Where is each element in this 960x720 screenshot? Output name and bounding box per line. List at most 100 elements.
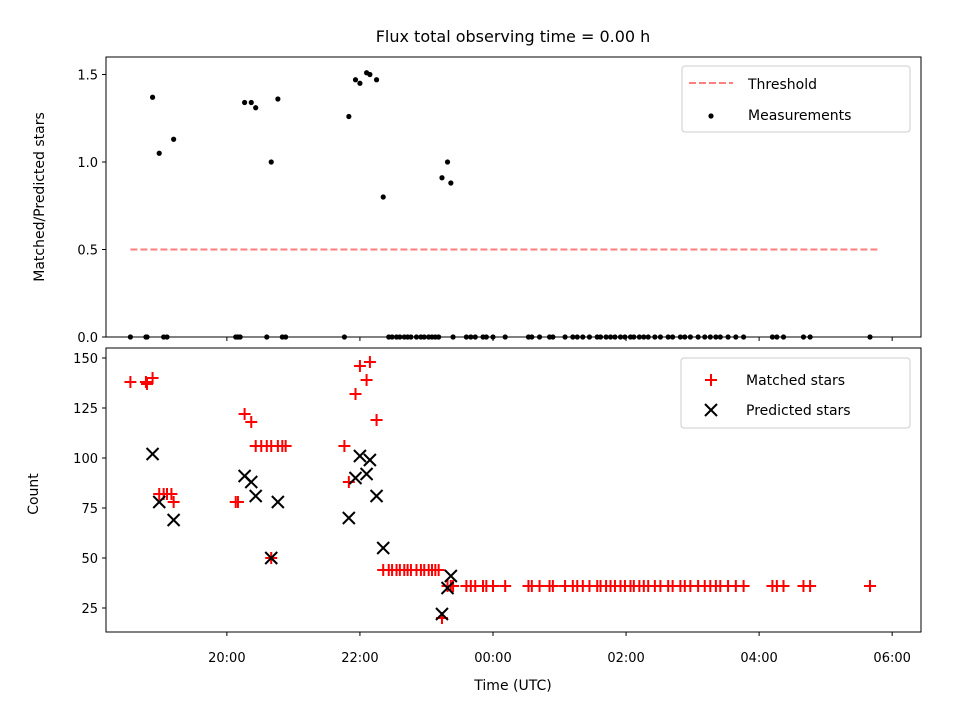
ratio-y-tick-label: 0.0 xyxy=(77,331,98,346)
count-legend: Matched stars Predicted stars xyxy=(680,357,911,429)
measurement-point xyxy=(149,94,156,100)
matched-point xyxy=(360,374,373,386)
matched-point xyxy=(432,564,445,576)
matched-point xyxy=(777,580,790,592)
legend-predicted-swatch xyxy=(704,403,718,417)
legend-matched-swatch xyxy=(705,374,717,386)
count-y-tick-label: 50 xyxy=(81,552,98,567)
measurement-point xyxy=(346,113,352,120)
predicted-point xyxy=(363,453,377,467)
legend-measurement-label: Measurements xyxy=(748,108,851,124)
ratio-frame xyxy=(105,56,922,338)
ratio-marks xyxy=(127,70,879,340)
ratio-y-ticks: 0.0 0.5 1.0 1.5 xyxy=(77,69,106,346)
matched-point xyxy=(124,376,137,388)
measurement-point xyxy=(380,194,386,200)
matched-point xyxy=(231,496,244,508)
measurement-point xyxy=(357,80,363,86)
ratio-legend-box xyxy=(681,65,911,133)
ratio-y-tick-label: 0.5 xyxy=(77,244,98,259)
count-frame xyxy=(105,347,922,633)
count-y-tick-label: 25 xyxy=(81,602,98,617)
count-y-tick-label: 125 xyxy=(73,402,98,417)
count-panel: 25 50 75 100 125 150 20:00 22:00 00:00 02:00 04:0… xyxy=(26,347,922,694)
count-marks xyxy=(124,356,876,624)
measurement-point xyxy=(156,150,162,156)
ratio-y-tick-label: 1.5 xyxy=(77,69,98,84)
ratio-x-ticks xyxy=(226,337,893,341)
matched-point xyxy=(804,580,817,592)
count-y-tick-label: 75 xyxy=(81,502,98,517)
measurement-point xyxy=(248,99,254,106)
matched-point xyxy=(141,378,154,390)
chart-title: Flux total observing time = 0.00 h xyxy=(376,27,651,46)
predicted-point xyxy=(353,449,367,463)
measurement-point xyxy=(444,159,451,165)
ratio-y-axis-label: Matched/Predicted stars xyxy=(32,112,48,282)
x-tick-label: 20:00 xyxy=(208,651,245,666)
matched-point xyxy=(499,580,512,592)
predicted-point xyxy=(376,541,390,555)
ratio-y-tick-label: 1.0 xyxy=(77,156,98,171)
matched-point xyxy=(245,416,258,428)
measurement-point xyxy=(373,77,380,83)
count-y-tick-label: 150 xyxy=(73,352,98,367)
x-tick-label: 04:00 xyxy=(740,651,777,666)
matched-point xyxy=(363,356,376,368)
count-y-axis-label: Count xyxy=(26,473,42,515)
x-tick-label: 00:00 xyxy=(474,651,511,666)
predicted-point xyxy=(369,489,384,503)
count-y-ticks: 25 50 75 100 125 150 xyxy=(73,352,106,617)
count-x-ticks: 20:00 22:00 00:00 02:00 04:00 06:00 xyxy=(208,632,911,666)
matched-point xyxy=(165,488,178,500)
measurement-point xyxy=(268,159,274,165)
matched-point xyxy=(167,496,180,508)
matched-point xyxy=(863,580,876,592)
x-tick-label: 02:00 xyxy=(607,651,644,666)
measurement-point xyxy=(352,77,359,83)
measurement-point xyxy=(242,99,248,106)
measurement-point xyxy=(171,136,177,142)
x-tick-label: 22:00 xyxy=(341,651,378,666)
measurement-point xyxy=(448,180,454,186)
legend-measurement-swatch xyxy=(708,113,714,119)
legend-threshold-label: Threshold xyxy=(747,77,817,93)
matched-point xyxy=(238,408,251,420)
x-tick-label: 06:00 xyxy=(873,651,910,666)
predicted-point xyxy=(342,511,356,525)
predicted-point xyxy=(248,489,263,503)
matched-point xyxy=(737,580,750,592)
count-legend-box xyxy=(680,357,911,429)
predicted-point xyxy=(444,569,458,583)
matched-point xyxy=(370,414,383,426)
legend-matched-label: Matched stars xyxy=(746,373,845,389)
predicted-point xyxy=(145,447,160,461)
matched-point xyxy=(349,388,362,400)
predicted-point xyxy=(440,581,455,595)
predicted-point xyxy=(271,495,285,509)
predicted-point xyxy=(359,467,374,481)
measurement-point xyxy=(367,71,373,78)
matched-point xyxy=(546,580,559,592)
count-y-tick-label: 100 xyxy=(73,452,98,467)
measurement-point xyxy=(275,96,281,102)
ratio-panel: 0.0 0.5 1.0 1.5 Matched/Predicted stars Thr… xyxy=(32,56,922,346)
measurement-point xyxy=(439,175,445,181)
matched-point xyxy=(353,360,366,372)
matched-point xyxy=(146,372,159,384)
matched-point xyxy=(486,580,499,592)
predicted-point xyxy=(244,475,258,489)
predicted-point xyxy=(435,607,449,621)
matched-point xyxy=(139,376,152,388)
predicted-point xyxy=(348,471,363,485)
matched-point xyxy=(338,440,351,452)
x-axis-label: Time (UTC) xyxy=(473,678,551,694)
legend-predicted-label: Predicted stars xyxy=(746,403,851,419)
ratio-legend: Threshold Measurements xyxy=(681,65,911,133)
predicted-point xyxy=(152,495,166,509)
predicted-point xyxy=(166,513,181,527)
matched-point xyxy=(279,440,292,452)
predicted-point xyxy=(264,551,278,565)
measurement-point xyxy=(253,105,259,111)
